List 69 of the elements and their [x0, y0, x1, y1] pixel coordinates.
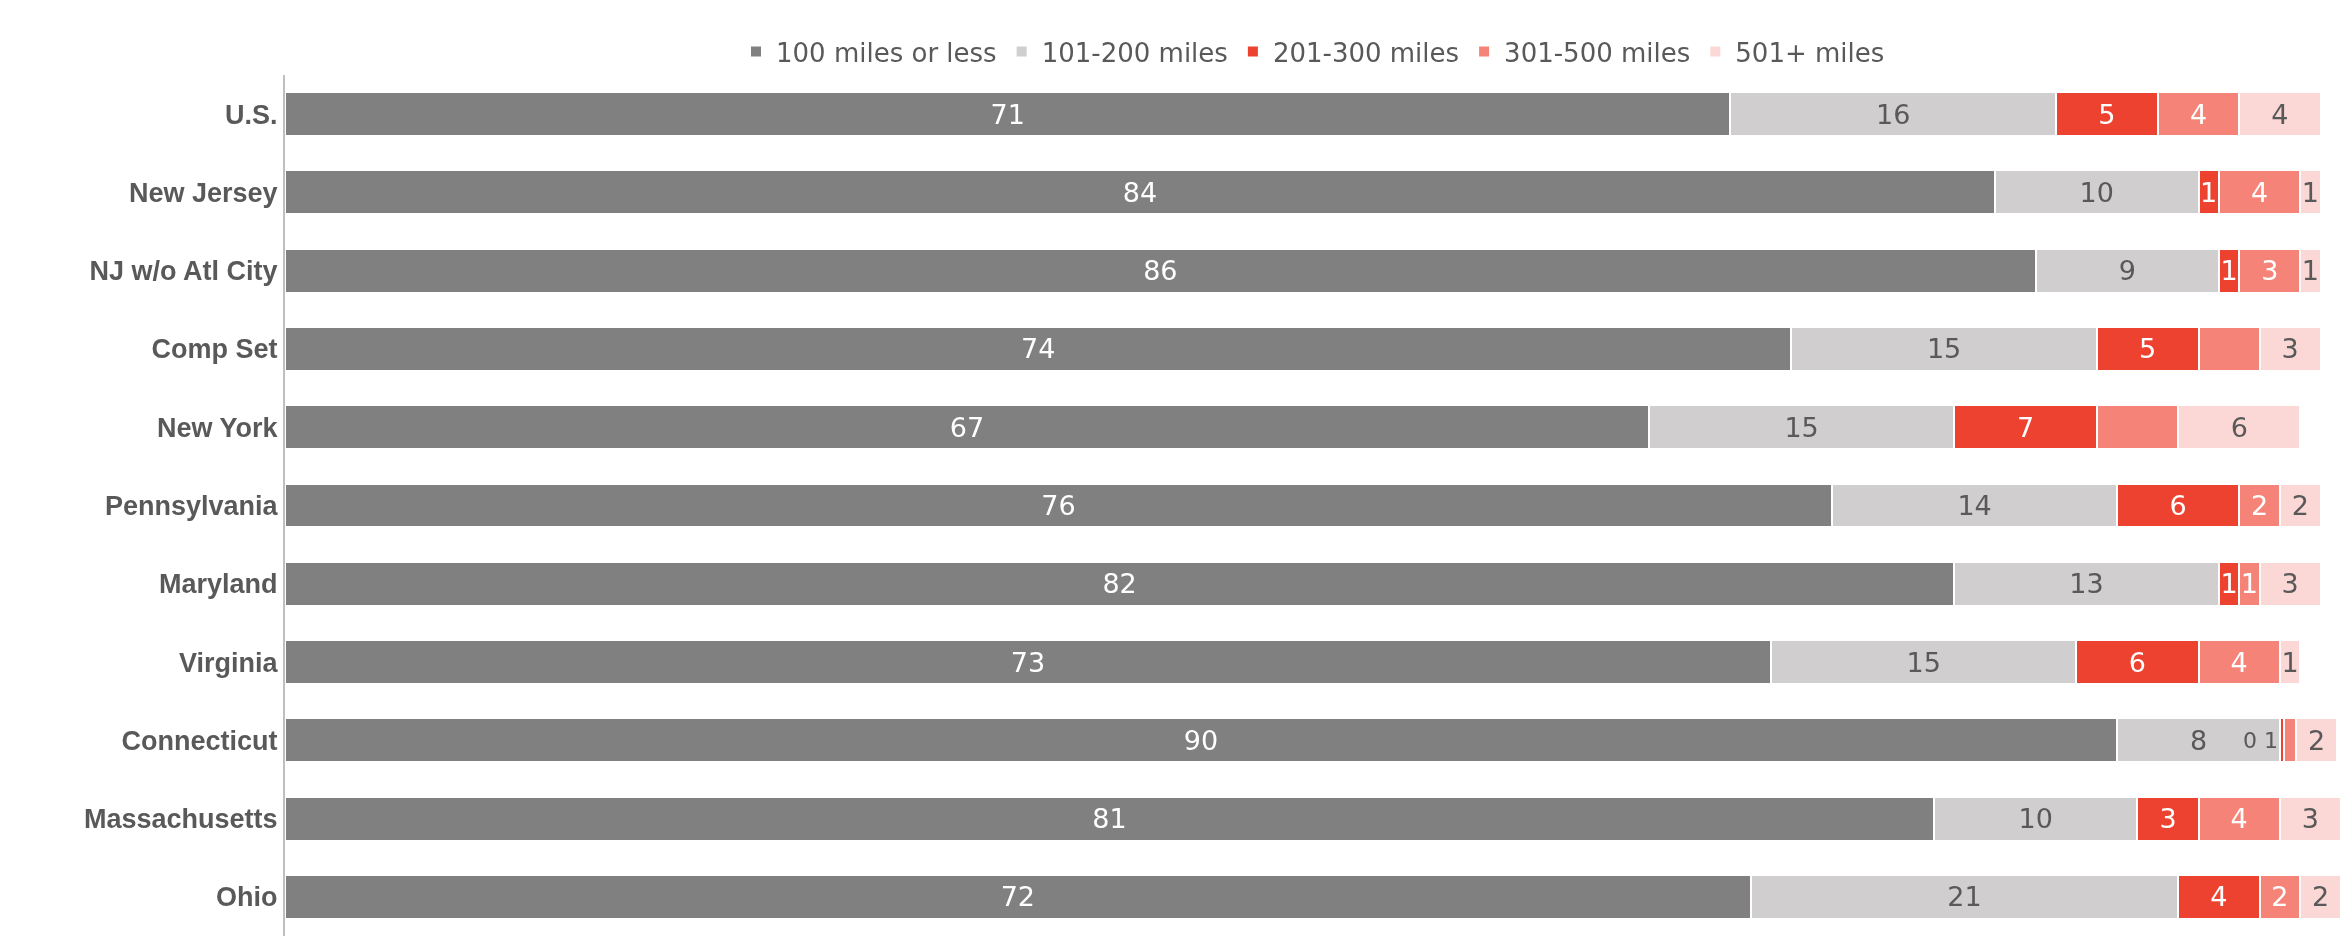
- data-label: 4: [2230, 803, 2248, 835]
- data-label: 6: [2128, 646, 2147, 678]
- legend-label: 101-200 miles: [1041, 37, 1228, 68]
- data-label: 0: [2243, 728, 2257, 753]
- data-label: 76: [1041, 490, 1076, 521]
- data-label: 1: [2220, 568, 2238, 600]
- data-label: 72: [1000, 881, 1036, 913]
- data-label: 2: [2312, 881, 2330, 913]
- data-label: 21: [1947, 881, 1982, 913]
- legend-label: 501+ miles: [1735, 37, 1885, 68]
- data-label: 15: [1926, 333, 1962, 365]
- y-tick-label: Comp Set: [151, 334, 278, 365]
- y-tick-label: NJ w/o Atl City: [89, 256, 278, 287]
- data-label: 15: [1784, 411, 1819, 443]
- data-label: 10: [2018, 803, 2053, 835]
- legend-label: 100 miles or less: [776, 37, 997, 68]
- data-label: 4: [2189, 98, 2208, 130]
- data-label: 7: [2016, 411, 2035, 443]
- data-label: 67: [949, 411, 985, 443]
- data-label: 2: [2291, 490, 2309, 521]
- data-label: 1: [2240, 568, 2258, 600]
- data-label: 1: [2301, 176, 2320, 208]
- data-label: 2: [2250, 490, 2269, 521]
- data-label: 15: [1906, 646, 1941, 678]
- data-label: 86: [1143, 255, 1178, 287]
- data-label: 1: [2220, 255, 2238, 287]
- data-label: 3: [2159, 803, 2177, 835]
- y-tick-label: Maryland: [159, 569, 278, 600]
- data-label: 3: [2281, 568, 2299, 600]
- data-label: 2: [2307, 724, 2326, 756]
- data-label: 16: [1875, 98, 1911, 130]
- legend-label: 201-300 miles: [1272, 37, 1460, 68]
- data-label: 6: [2230, 411, 2248, 443]
- y-tick-label: Pennsylvania: [105, 490, 279, 521]
- data-label: 4: [2250, 176, 2269, 208]
- y-tick-label: New York: [157, 412, 279, 443]
- y-tick-label: Ohio: [216, 882, 278, 913]
- data-label: 3: [2301, 803, 2320, 835]
- data-label: 14: [1957, 490, 1992, 521]
- data-label: 1: [2200, 176, 2218, 208]
- data-label: 4: [2230, 646, 2248, 678]
- y-tick-label: Massachusetts: [84, 804, 278, 835]
- data-label: 1: [2301, 255, 2320, 287]
- data-label: 71: [990, 98, 1025, 130]
- data-label: 5: [2098, 98, 2116, 130]
- data-label: 73: [1010, 646, 1046, 678]
- data-label: 6: [2169, 490, 2187, 521]
- legend-label: 301-500 miles: [1504, 37, 1691, 68]
- y-tick-label: Virginia: [179, 647, 279, 678]
- data-label: 1: [2281, 646, 2299, 678]
- data-label: 5: [2139, 333, 2157, 365]
- data-label: 82: [1102, 568, 1137, 600]
- data-label: 4: [2271, 98, 2289, 130]
- data-label: 4: [2210, 881, 2228, 913]
- data-label: 74: [1021, 333, 1056, 365]
- data-label: 10: [2079, 176, 2114, 208]
- data-label: 13: [2069, 568, 2104, 600]
- data-label: 8: [2189, 724, 2208, 756]
- data-label: 3: [2281, 333, 2299, 365]
- data-label: 81: [1092, 803, 1127, 835]
- data-label: 2: [2271, 881, 2289, 913]
- data-label: 9: [2118, 255, 2136, 287]
- data-label: 84: [1122, 176, 1158, 208]
- y-tick-label: New Jersey: [128, 177, 278, 208]
- data-label: 1: [2264, 728, 2278, 753]
- data-label: 90: [1183, 724, 1219, 756]
- y-tick-label: Connecticut: [121, 725, 278, 756]
- y-tick-label: U.S.: [225, 99, 278, 130]
- data-label: 3: [2261, 255, 2279, 287]
